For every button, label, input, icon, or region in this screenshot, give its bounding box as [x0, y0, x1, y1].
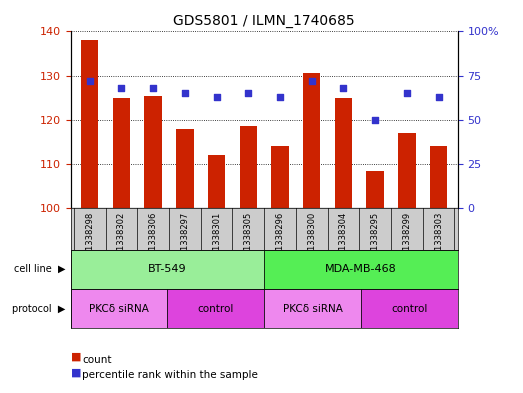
Text: GSM1338306: GSM1338306	[149, 211, 157, 268]
Bar	[367, 171, 384, 208]
Bar	[430, 146, 447, 208]
Text: GSM1338303: GSM1338303	[434, 211, 443, 268]
Title: GDS5801 / ILMN_1740685: GDS5801 / ILMN_1740685	[173, 14, 355, 28]
Point	[117, 85, 126, 91]
Bar	[264, 250, 458, 289]
Text: PKCδ siRNA: PKCδ siRNA	[282, 303, 343, 314]
Bar	[71, 250, 264, 289]
Bar	[167, 289, 264, 328]
Text: MDA-MB-468: MDA-MB-468	[325, 264, 397, 274]
Bar	[71, 289, 167, 328]
Point	[403, 90, 411, 96]
Bar	[303, 73, 321, 208]
Text: GSM1338295: GSM1338295	[371, 211, 380, 268]
Text: BT-549: BT-549	[148, 264, 187, 274]
Text: GSM1338298: GSM1338298	[85, 211, 94, 268]
Text: GSM1338302: GSM1338302	[117, 211, 126, 268]
Bar	[112, 98, 130, 208]
Text: GSM1338301: GSM1338301	[212, 211, 221, 268]
Text: count: count	[82, 354, 111, 365]
Point	[149, 85, 157, 91]
Text: control: control	[198, 303, 234, 314]
Bar	[398, 133, 416, 208]
Text: ■: ■	[71, 367, 81, 377]
Bar	[264, 289, 361, 328]
Text: GSM1338296: GSM1338296	[276, 211, 285, 268]
Point	[85, 78, 94, 84]
Bar	[208, 155, 225, 208]
Point	[371, 117, 379, 123]
Bar	[361, 289, 458, 328]
Bar	[271, 146, 289, 208]
Point	[244, 90, 253, 96]
Point	[276, 94, 284, 100]
Text: GSM1338300: GSM1338300	[307, 211, 316, 268]
Point	[308, 78, 316, 84]
Point	[339, 85, 348, 91]
Bar	[144, 95, 162, 208]
Text: GSM1338299: GSM1338299	[402, 211, 412, 268]
Point	[180, 90, 189, 96]
Text: percentile rank within the sample: percentile rank within the sample	[82, 370, 258, 380]
Text: cell line  ▶: cell line ▶	[14, 264, 65, 274]
Bar	[176, 129, 194, 208]
Text: GSM1338305: GSM1338305	[244, 211, 253, 268]
Point	[212, 94, 221, 100]
Text: PKCδ siRNA: PKCδ siRNA	[89, 303, 149, 314]
Point	[435, 94, 443, 100]
Text: GSM1338297: GSM1338297	[180, 211, 189, 268]
Bar	[240, 127, 257, 208]
Text: control: control	[391, 303, 427, 314]
Text: ■: ■	[71, 352, 81, 362]
Text: GSM1338304: GSM1338304	[339, 211, 348, 268]
Bar	[81, 40, 98, 208]
Text: protocol  ▶: protocol ▶	[12, 303, 65, 314]
Bar	[335, 98, 352, 208]
